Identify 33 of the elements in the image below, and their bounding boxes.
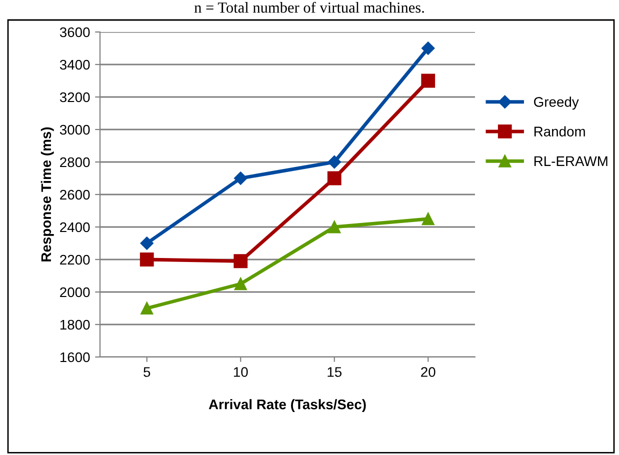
x-tick-label: 10 xyxy=(234,367,248,377)
point xyxy=(234,254,248,268)
y-tick-label: 2400 xyxy=(60,222,90,232)
x-tick-label: 5 xyxy=(144,367,150,377)
y-tick-label: 1800 xyxy=(60,320,90,330)
legend-label: Random xyxy=(534,126,585,136)
x-axis-title: Arrival Rate (Tasks/Sec) xyxy=(208,399,366,412)
y-tick-label: 3600 xyxy=(60,27,90,38)
y-tick-label: 2000 xyxy=(60,287,90,298)
legend-label: Greedy xyxy=(534,96,579,110)
point xyxy=(140,236,154,250)
point xyxy=(140,302,154,314)
y-tick-label: 2800 xyxy=(60,157,90,168)
point xyxy=(422,212,434,226)
point xyxy=(328,220,341,234)
y-tick-label: 3200 xyxy=(60,92,90,102)
y-tick-label: 1600 xyxy=(60,352,90,362)
point xyxy=(327,171,342,186)
x-tick-label: 15 xyxy=(328,367,342,377)
point xyxy=(140,252,154,266)
y-tick-label: 3400 xyxy=(60,60,90,70)
point xyxy=(422,42,435,55)
y-tick-label: 2600 xyxy=(60,190,90,200)
x-tick-label: 20 xyxy=(421,367,436,377)
point xyxy=(234,172,248,185)
point xyxy=(328,155,341,169)
legend-label: RL-ERAWM xyxy=(534,156,608,166)
y-axis-title: Response Time (ms) xyxy=(40,127,54,262)
text: n = Total number of virtual machines. xyxy=(194,2,424,13)
y-tick-label: 2200 xyxy=(60,254,90,265)
y-tick-label: 3000 xyxy=(60,124,90,135)
point xyxy=(421,74,436,88)
point xyxy=(234,278,247,290)
